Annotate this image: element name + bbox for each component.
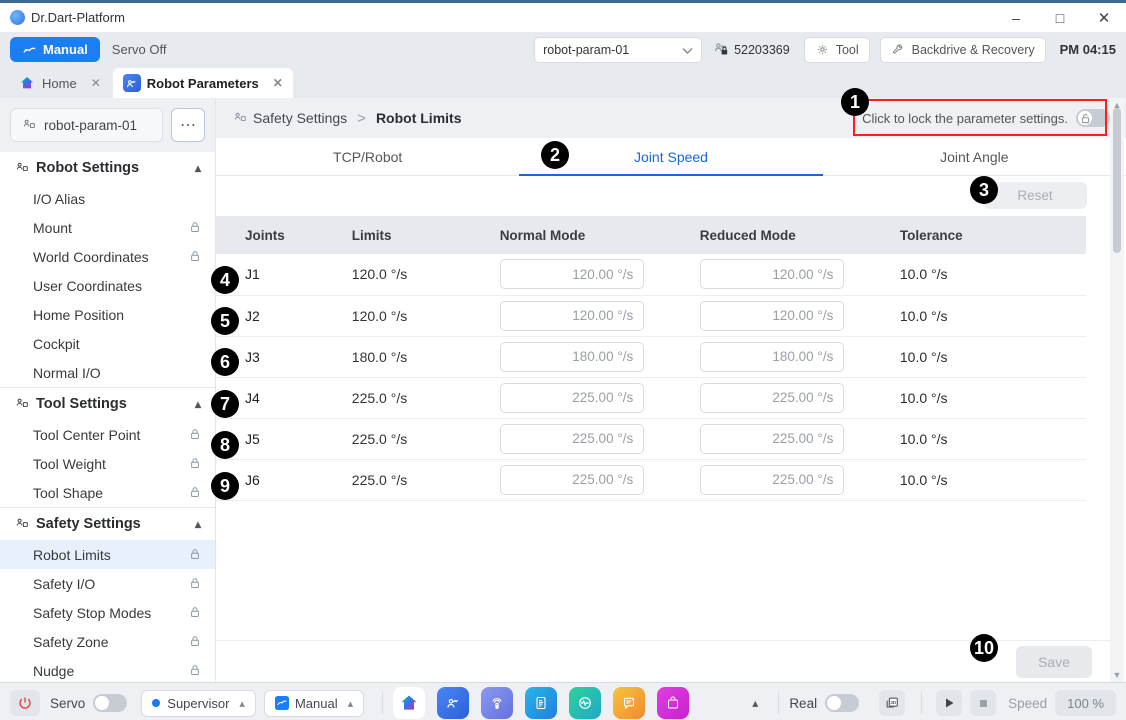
svg-text:3D: 3D	[890, 699, 897, 704]
